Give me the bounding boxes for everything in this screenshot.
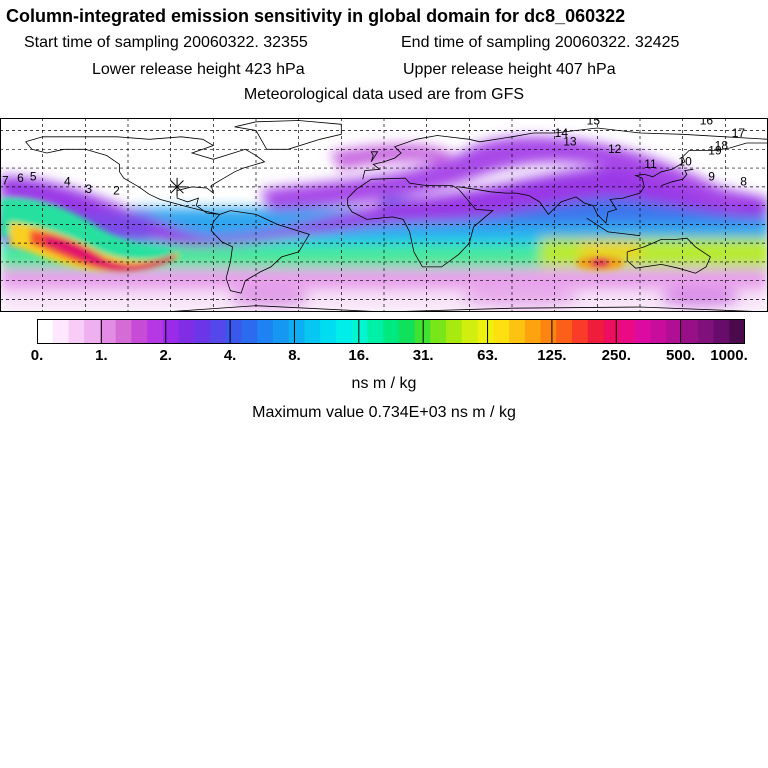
colorbar-cell (697, 319, 715, 344)
colorbar-cell (241, 319, 258, 344)
colorbar-tick-label: 4. (223, 347, 237, 364)
colorbar-cell (430, 319, 447, 344)
colorbar-cell (540, 319, 557, 344)
trajectory-label: 3 (85, 182, 92, 196)
colorbar-cell (619, 319, 636, 344)
colorbar-cell (713, 319, 730, 344)
colorbar-cell (178, 319, 195, 344)
start-time-label: Start time of sampling 20060322. 32355 (24, 34, 308, 51)
colorbar-cell (367, 319, 384, 344)
trajectory-label: 17 (732, 126, 746, 140)
colorbar-cell (335, 319, 353, 344)
trajectory-label: 13 (563, 135, 577, 149)
colorbar-cell (383, 319, 400, 344)
colorbar-cell (210, 319, 227, 344)
upper-release-height-label: Upper release height 407 hPa (403, 61, 616, 78)
colorbar-tick-label: 250. (601, 347, 631, 364)
colorbar-cell (493, 319, 510, 344)
trajectory-label: 2 (113, 183, 120, 197)
trajectory-label: 5 (30, 170, 37, 184)
colorbar-cell (461, 319, 479, 344)
colorbar-units-label: ns m / kg (351, 375, 417, 392)
release-point-stroke (170, 180, 184, 194)
coastline-segment (25, 136, 310, 294)
trajectory-label: 12 (608, 142, 622, 156)
colorbar-cell (225, 319, 243, 344)
colorbar-tick-label: 63. (477, 347, 498, 364)
trajectory-label: 7 (2, 173, 9, 187)
colorbar-cell (571, 319, 589, 344)
colorbar-tick-label: 500. (666, 347, 696, 364)
colorbar-tick-label: 1. (95, 347, 108, 364)
colorbar-tick-label: 31. (412, 347, 434, 364)
map-gridlines (0, 118, 768, 312)
coastline-segment (458, 142, 768, 224)
colorbar-cell (257, 319, 274, 344)
colorbar-tick-label: 2. (159, 347, 172, 364)
coastline-segment (347, 177, 494, 268)
colorbar-cell (634, 319, 652, 344)
colorbar-cell (398, 319, 416, 344)
colorbar-cell (115, 319, 132, 344)
colorbar-cell (603, 319, 620, 344)
colorbar-cell (273, 319, 290, 344)
colorbar-tick-label: 125. (537, 347, 567, 364)
maximum-value-label: Maximum value 0.734E+03 ns m / kg (252, 404, 516, 421)
trajectory-label: 11 (644, 157, 657, 171)
meteorological-data-label: Meteorological data used are from GFS (243, 86, 525, 103)
colorbar-cell (194, 319, 211, 344)
release-point-marker (168, 177, 187, 196)
colorbar-cell (162, 319, 180, 344)
plot-title: Column-integrated emission sensitivity i… (6, 6, 626, 26)
trajectory-label: 19 (708, 143, 722, 157)
colorbar-cell (446, 319, 463, 344)
trajectory-label: 10 (678, 155, 692, 169)
colorbar-tick-label: 8. (288, 347, 301, 364)
coastline-segment (370, 151, 379, 163)
colorbar-cell (304, 319, 321, 344)
trajectory-label: 6 (17, 171, 24, 185)
trajectory-label: 14 (555, 126, 569, 140)
colorbar-cell (68, 319, 85, 344)
coastlines (0, 120, 768, 312)
colorbar-cell (587, 319, 604, 344)
coastline-segment (586, 217, 641, 237)
colorbar (37, 319, 745, 344)
colorbar-tick-label: 0. (30, 347, 44, 364)
colorbar-cell (131, 319, 148, 344)
colorbar-tick-label: 1000. (710, 347, 748, 364)
trajectory-label: 8 (740, 175, 747, 189)
colorbar-cell (477, 319, 494, 344)
coastline-segment (0, 305, 768, 312)
coastline-segment (661, 168, 694, 186)
colorbar-cell (320, 319, 337, 344)
colorbar-cell (84, 319, 101, 344)
trajectory-label: 16 (700, 118, 714, 127)
colorbar-cell (666, 319, 683, 344)
colorbar-cell (729, 319, 745, 344)
trajectory-label: 4 (64, 175, 71, 189)
colorbar-tick-label: 16. (348, 347, 370, 364)
end-time-label: End time of sampling 20060322. 32425 (401, 34, 680, 51)
colorbar-cell (37, 319, 54, 344)
colorbar-cell (351, 319, 368, 344)
colorbar-cell (99, 319, 117, 344)
trajectory-label: 9 (708, 170, 715, 184)
trajectory-label: 15 (587, 118, 601, 127)
colorbar-cell (682, 319, 699, 344)
trajectory-label: 18 (715, 138, 729, 152)
colorbar-cell (288, 319, 306, 344)
colorbar-cell (556, 319, 573, 344)
colorbar-cell (524, 319, 542, 344)
coastline-segment (234, 120, 342, 150)
colorbar-cell (650, 319, 667, 344)
colorbar-cell (509, 319, 526, 344)
colorbar-cell (52, 319, 70, 344)
colorbar-cell (147, 319, 164, 344)
coastline-segment (362, 127, 768, 180)
lower-release-height-label: Lower release height 423 hPa (92, 61, 305, 78)
